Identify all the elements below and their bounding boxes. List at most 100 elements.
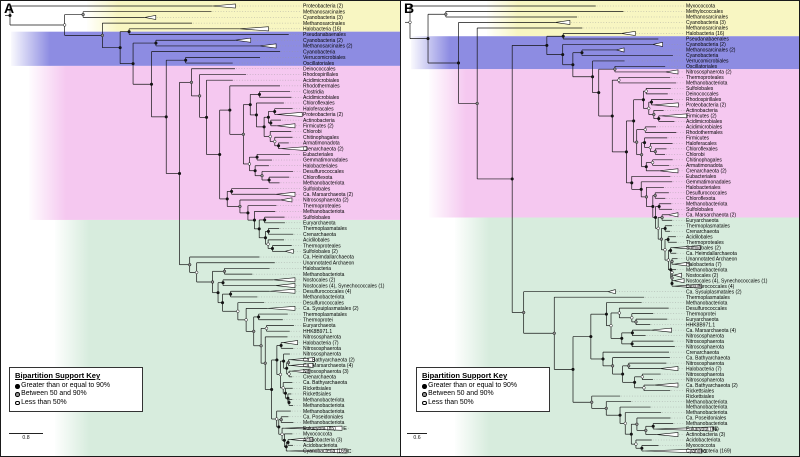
tip-label: Deinococcales xyxy=(686,92,719,98)
scale-bar-line xyxy=(9,433,43,434)
tip-label: Thermoproteales xyxy=(303,243,341,249)
tip-label: Firmicutes xyxy=(686,136,710,142)
tip-label: Chitinophagales xyxy=(686,158,722,164)
tip-label: Verrucomicrobiales xyxy=(303,55,346,61)
scale-bar-line xyxy=(407,433,427,434)
bipartition-support-node xyxy=(651,424,655,428)
tip-label: Acidimicrobiales xyxy=(303,95,340,101)
tip-label: Acidobacteriota xyxy=(686,438,721,444)
tip-label: Cyanobacteria xyxy=(686,53,718,59)
tip-label: Gemmatimonadales xyxy=(686,180,731,186)
tip-label: Ca. Bathyarchaeota (2) xyxy=(686,383,738,389)
bipartition-support-node xyxy=(263,218,267,222)
tip-label: Cyanobacteria (3) xyxy=(303,15,343,21)
bipartition-support-node xyxy=(268,134,272,139)
tip-label: Rickettsiales xyxy=(686,394,715,400)
tip-label: Euryarchaeota xyxy=(686,317,719,323)
bipartition-support-node xyxy=(8,13,12,18)
collapsed-clade-triangle xyxy=(273,277,296,283)
tip-label: Proteobacteria (2) xyxy=(303,4,343,10)
bipartition-support-node xyxy=(657,204,661,209)
tip-label: Sulfolobales (2) xyxy=(686,245,721,251)
tip-label: Ca. Marsarchaeota (4) xyxy=(686,328,736,334)
tip-label: Actinobacteria (3) xyxy=(303,437,343,443)
legend-item-label: Greater than or equal to 90% xyxy=(428,382,517,389)
bipartition-support-node xyxy=(630,331,634,335)
collapsed-clade-triangle xyxy=(643,448,703,454)
bipartition-support-node xyxy=(670,259,674,264)
tip-label: Nitrososphaerota xyxy=(686,377,724,383)
bipartition-support-node xyxy=(248,103,252,107)
tip-label: Ca. Marsarchaeota (2) xyxy=(686,212,736,218)
bipartition-support-node xyxy=(254,113,259,117)
scale-bar-label: 0.6 xyxy=(413,435,421,441)
tip-label: Haloferacales xyxy=(303,106,334,112)
collapsed-clade-triangle xyxy=(673,283,702,289)
tip-label: Methanobacteriota xyxy=(303,409,345,415)
tip-label: Rickettsiales xyxy=(303,392,332,398)
tip-label: Thermoplasmatales xyxy=(303,312,347,318)
tip-label: Sulfolobales xyxy=(303,186,331,192)
bipartition-support-node xyxy=(666,258,670,262)
bipartition-support-node xyxy=(644,195,648,199)
bipartition-support-node xyxy=(188,263,192,267)
tip-label: Methanosarcinales xyxy=(686,15,728,21)
bipartition-support-node xyxy=(630,342,634,346)
bipartition-support-node xyxy=(652,112,656,117)
bipartition-support-node xyxy=(649,100,654,104)
collapsed-clade-triangle xyxy=(290,357,315,363)
bipartition-support-node xyxy=(177,171,182,176)
collapsed-clade-triangle xyxy=(660,366,679,372)
tip-label: Ca. Marsarchaeota (2) xyxy=(303,192,353,198)
bipartition-support-node xyxy=(283,391,288,395)
collapsed-clade-triangle xyxy=(606,289,616,295)
collapsed-clade-triangle xyxy=(290,362,314,368)
bipartition-support-node xyxy=(669,268,673,272)
tip-label: Cyanobacteria (2) xyxy=(303,38,343,44)
tip-label: Methanobacteriota xyxy=(303,209,345,215)
tip-label: Acidimicrobiales xyxy=(303,78,340,84)
tip-label: Myxococcota xyxy=(686,4,715,10)
bipartition-support-node xyxy=(204,115,209,119)
tip-label: Thermoplasmatales xyxy=(686,223,730,229)
bipartition-support-node xyxy=(228,292,233,296)
clade-letter: E xyxy=(343,426,347,432)
bipartition-support-node xyxy=(620,336,624,340)
tip-label: Methanosarcinales xyxy=(303,9,345,15)
bipartition-support-node xyxy=(651,160,655,165)
bipartition-support-node xyxy=(210,280,215,284)
bipartition-support-node xyxy=(621,372,625,376)
bipartition-support-node xyxy=(195,270,199,274)
tip-label: Ca. Bathyarchaeota xyxy=(686,355,730,361)
bipartition-support-node xyxy=(252,218,257,222)
tip-label: Clostridia xyxy=(303,89,324,95)
bipartition-support-node xyxy=(635,140,639,144)
tip-label: Pseudanabaenales xyxy=(303,32,346,38)
tip-label: Methanobacteriota xyxy=(686,201,728,207)
bipartition-support-node xyxy=(284,445,288,449)
bipartition-support-node xyxy=(266,242,270,246)
bipartition-support-node xyxy=(263,236,268,240)
tip-label: Acidobacteriota xyxy=(303,443,338,449)
bipartition-support-node xyxy=(668,248,673,253)
tip-label: Pseudanabaenales xyxy=(686,37,729,43)
bipartition-support-node xyxy=(653,193,657,198)
bipartition-support-node xyxy=(610,114,614,118)
clade-band-yellow xyxy=(87,1,400,32)
bipartition-support-key: Bipartition Support Key Greater than or … xyxy=(9,367,143,413)
bipartition-support-node xyxy=(281,359,286,363)
bipartition-support-node xyxy=(618,413,622,417)
tip-label: Unannotated Archaeon xyxy=(303,260,354,266)
bipartition-support-node xyxy=(475,101,479,106)
tip-label: Proteobacteria (2) xyxy=(303,112,343,118)
bipartition-support-node xyxy=(189,80,194,84)
tip-label: Acidilobales xyxy=(303,238,330,244)
tip-label: Chloroflexota xyxy=(303,175,333,181)
phylo-tree-svg-b: MyxococcotaMethylococcalesMethanosarcina… xyxy=(405,1,799,456)
bipartition-support-node xyxy=(63,23,67,27)
half-filled-circle-icon xyxy=(422,392,427,397)
tip-label: Nitrososphaerota (2) xyxy=(686,70,732,76)
collapsed-clade-triangle xyxy=(275,191,296,197)
bipartition-support-node xyxy=(617,78,621,82)
tip-label: Sulfolobales xyxy=(303,215,331,221)
